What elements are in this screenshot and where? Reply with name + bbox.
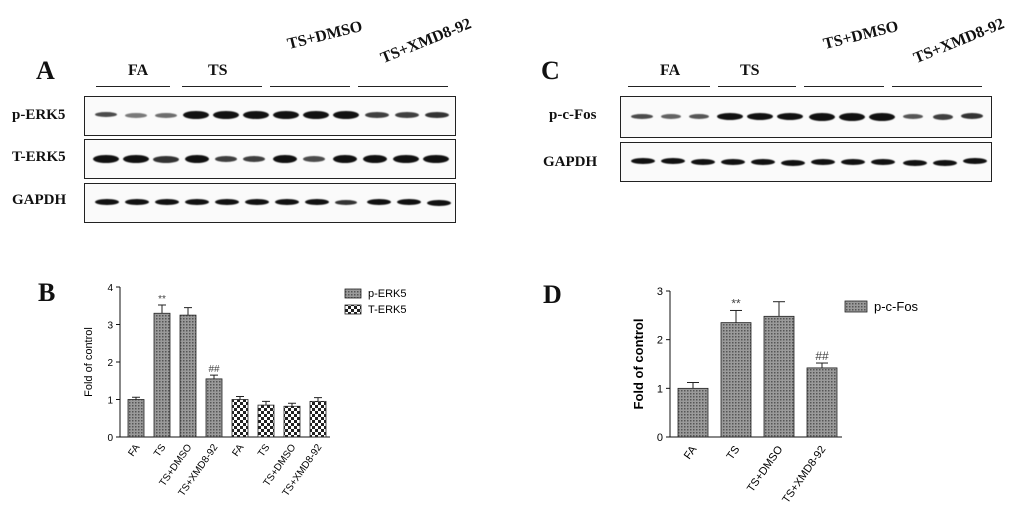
significance-mark: ** (158, 294, 166, 305)
blot-a-gapdh-strip (84, 183, 456, 223)
blot-a-group-line-ts-dmso (270, 86, 350, 87)
blot-c-group-line-ts (718, 86, 796, 87)
x-tick-label: TS+DMSO (745, 443, 786, 494)
blot-c-group-line-ts-dmso (804, 86, 884, 87)
blot-a-row-label-terk5: T-ERK5 (12, 149, 66, 165)
significance-mark: ## (208, 364, 220, 375)
legend-swatch-t-erk5 (344, 304, 362, 315)
bar-p-c-fos-2 (763, 315, 795, 438)
blot-c-group-ts: TS (740, 62, 760, 79)
x-tick-label: TS (725, 444, 743, 462)
bar-p-c-fos-0 (677, 387, 709, 438)
significance-mark: ## (815, 349, 829, 363)
y-tick-label: 3 (107, 321, 113, 332)
y-tick-label: 0 (107, 433, 113, 444)
blot-a-group-fa: FA (128, 62, 149, 79)
blot-a-group-line-ts-xmd (358, 86, 448, 87)
significance-mark: ** (731, 296, 741, 310)
legend-label-p-erk5: p-ERK5 (368, 288, 407, 300)
blot-a-perk5-strip (84, 96, 456, 136)
blot-a-row-label-gapdh: GAPDH (12, 192, 67, 208)
legend-label-p-c-fos: p-c-Fos (874, 299, 919, 314)
blot-c-group-fa: FA (660, 62, 681, 79)
y-axis-label: Fold of control (631, 319, 646, 410)
blot-c-row-label-pcfos: p-c-Fos (549, 107, 597, 123)
blot-c-group-line-fa (628, 86, 710, 87)
legend-label-t-erk5: T-ERK5 (368, 304, 407, 316)
y-tick-label: 4 (107, 283, 113, 294)
y-tick-label: 1 (657, 383, 663, 395)
blot-a-group-ts: TS (208, 62, 228, 79)
y-tick-label: 2 (657, 335, 663, 347)
legend-swatch-p-erk5 (344, 288, 362, 299)
bar-p-c-fos-1 (720, 322, 752, 438)
x-tick-label: FA (682, 443, 700, 461)
blot-a-terk5-strip (84, 139, 456, 179)
y-tick-label: 1 (107, 396, 113, 407)
panel-letter-b: B (38, 278, 56, 307)
y-tick-label: 2 (107, 358, 113, 369)
blot-a-group-line-ts (182, 86, 262, 87)
panel-letter-c: C (541, 56, 560, 85)
x-tick-label: TS+XMD8-92 (780, 444, 828, 506)
y-tick-label: 0 (657, 432, 663, 444)
blot-a-row-label-perk5: p-ERK5 (12, 107, 66, 123)
panel-letter-d: D (543, 280, 562, 309)
blot-c-pcfos-strip (620, 96, 992, 138)
blot-c-gapdh-strip (620, 142, 992, 182)
blot-a-group-line-fa (96, 86, 170, 87)
bar-p-c-fos-3 (806, 367, 838, 438)
legend-swatch-p-c-fos (844, 300, 868, 313)
y-tick-label: 3 (657, 286, 663, 298)
blot-c-group-line-ts-xmd (892, 86, 982, 87)
y-axis-label: Fold of control (83, 327, 95, 397)
panel-letter-a: A (36, 56, 55, 85)
blot-c-row-label-gapdh: GAPDH (543, 154, 598, 170)
